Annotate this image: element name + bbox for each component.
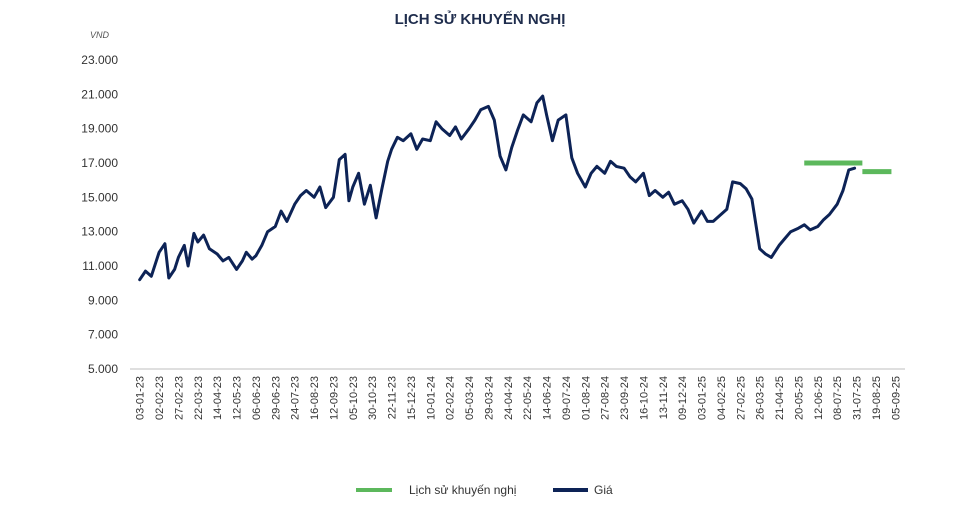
x-tick-label: 29-03-24 xyxy=(483,376,495,420)
x-tick-label: 22-11-23 xyxy=(387,376,399,419)
y-tick-label: 5.000 xyxy=(88,362,118,376)
y-tick-label: 19.000 xyxy=(81,122,118,136)
x-tick-label: 05-10-23 xyxy=(348,376,360,420)
x-tick-label: 23-09-24 xyxy=(619,376,631,420)
x-tick-label: 09-12-24 xyxy=(677,376,689,420)
x-tick-label: 02-02-23 xyxy=(154,376,166,420)
x-tick-label: 01-08-24 xyxy=(580,376,592,420)
x-tick-label: 31-07-25 xyxy=(852,376,864,420)
x-tick-label: 22-03-23 xyxy=(193,376,205,420)
x-tick-label: 27-02-25 xyxy=(735,376,747,420)
x-tick-label: 15-12-23 xyxy=(406,376,418,420)
x-tick-label: 12-06-25 xyxy=(813,376,825,420)
y-tick-label: 7.000 xyxy=(88,328,118,342)
x-tick-label: 22-05-24 xyxy=(522,376,534,420)
series-price-line xyxy=(138,94,857,282)
x-tick-label: 16-10-24 xyxy=(638,376,650,420)
x-tick-label: 05-03-24 xyxy=(464,376,476,420)
y-tick-label: 17.000 xyxy=(81,156,118,170)
x-tick-label: 19-08-25 xyxy=(871,376,883,420)
x-tick-label: 03-01-23 xyxy=(135,376,147,420)
y-tick-label: 15.000 xyxy=(81,190,118,204)
x-tick-label: 16-08-23 xyxy=(309,376,321,420)
x-tick-label: 02-02-24 xyxy=(445,376,457,420)
x-tick-label: 14-04-23 xyxy=(212,376,224,420)
x-tick-label: 14-06-24 xyxy=(542,376,554,420)
y-tick-label: 9.000 xyxy=(88,293,118,307)
x-tick-label: 21-04-25 xyxy=(774,376,786,420)
x-tick-label: 10-01-24 xyxy=(425,376,437,420)
x-tick-label: 03-01-25 xyxy=(697,376,709,420)
legend-label-recommendation: Lịch sử khuyến nghị xyxy=(409,483,516,497)
chart-title: LỊCH SỬ KHUYẾN NGHỊ xyxy=(395,10,566,28)
x-tick-label: 05-09-25 xyxy=(890,376,902,420)
x-tick-label: 12-05-23 xyxy=(232,376,244,420)
y-tick-label: 21.000 xyxy=(81,87,118,101)
y-tick-label: 23.000 xyxy=(81,53,118,67)
y-axis-unit: VND xyxy=(90,30,110,40)
legend: Lịch sử khuyến nghị Giá xyxy=(356,483,613,497)
x-tick-label: 12-09-23 xyxy=(328,376,340,420)
y-tick-label: 13.000 xyxy=(81,225,118,239)
x-tick-label: 27-02-23 xyxy=(173,376,185,420)
series-recommendation-history xyxy=(804,160,892,175)
y-axis-ticks: 5.000 7.000 9.000 11.000 13.000 15.000 17.000 1… xyxy=(81,53,118,376)
y-tick-label: 11.000 xyxy=(82,259,118,273)
x-tick-label: 20-05-25 xyxy=(793,376,805,420)
x-tick-label: 08-07-25 xyxy=(832,376,844,420)
x-tick-label: 29-06-23 xyxy=(270,376,282,420)
x-tick-label: 13-11-24 xyxy=(658,376,670,419)
x-tick-label: 30-10-23 xyxy=(367,376,379,420)
x-tick-label: 27-08-24 xyxy=(600,376,612,420)
legend-label-price: Giá xyxy=(594,483,613,497)
x-tick-label: 26-03-25 xyxy=(755,376,767,420)
x-tick-label: 06-06-23 xyxy=(251,376,263,420)
x-tick-label: 24-04-24 xyxy=(503,376,515,420)
x-tick-label: 04-02-25 xyxy=(716,376,728,420)
x-tick-label: 09-07-24 xyxy=(561,376,573,420)
x-tick-label: 24-07-23 xyxy=(290,376,302,420)
x-axis-ticks: 03-01-23 02-02-23 27-02-23 22-03-23 14-04-23… xyxy=(135,376,903,420)
